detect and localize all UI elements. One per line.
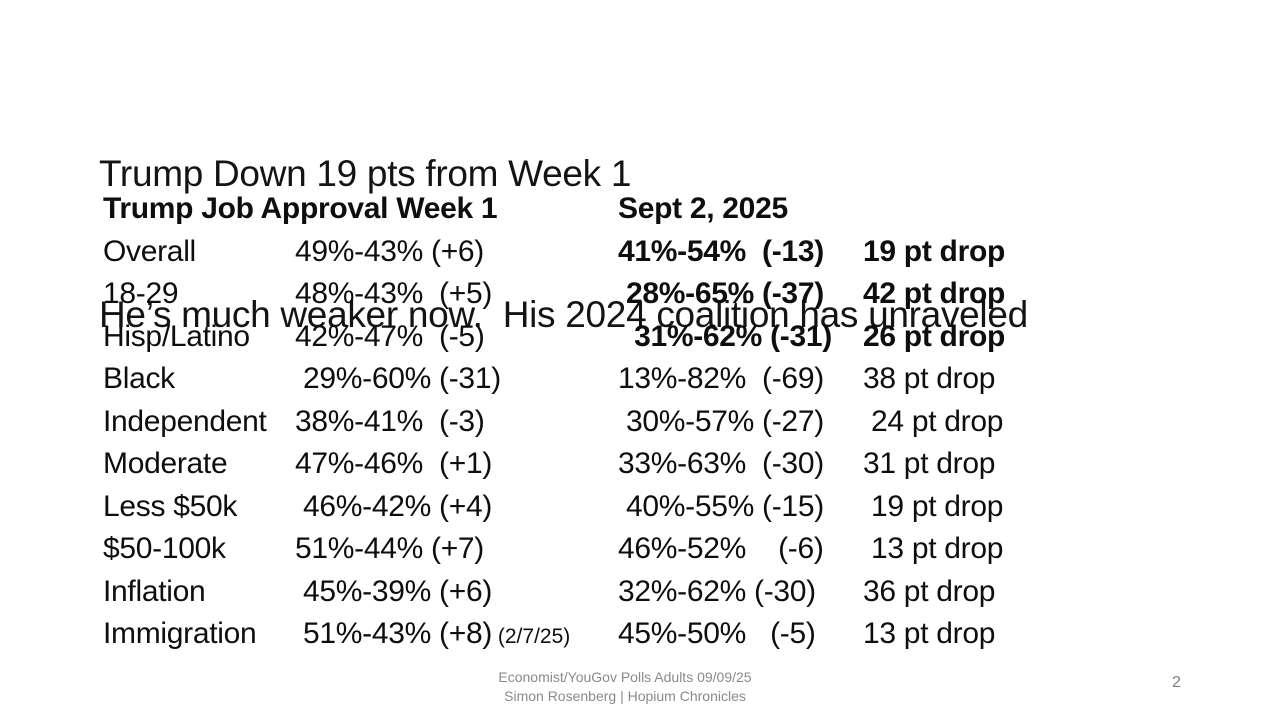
row-sept2: 46%-52% (-6)	[618, 532, 824, 565]
row-week1: 47%-46% (+1)	[295, 443, 618, 486]
row-week1-value: 38%-41% (-3)	[295, 404, 485, 438]
row-sept2: 28%-65% (-37)	[618, 277, 824, 310]
header-sept2: Sept 2, 2025	[618, 192, 788, 225]
footer-source: Economist/YouGov Polls Adults 09/09/25	[498, 669, 752, 685]
slide-title: Trump Down 19 pts from Week 1 He’s much …	[99, 56, 1028, 432]
row-week1: 42%-47% (-5)	[295, 316, 618, 359]
row-week1: 51%-43% (+8) (2/7/25)	[295, 613, 618, 659]
row-label: Hisp/Latino	[103, 319, 250, 353]
row-label: $50-100k	[103, 532, 226, 565]
row-week1-value: 51%-43% (+8)	[295, 617, 493, 650]
row-week1: 51%-44% (+7)	[295, 528, 618, 571]
header-week1: Trump Job Approval Week 1	[103, 192, 498, 225]
row-drop: 26 pt drop	[863, 319, 1006, 353]
row-drop: 19 pt drop	[863, 489, 1004, 523]
row-week1: 49%-43% (+6)	[295, 231, 618, 274]
row-sept2: 41%-54% (-13)	[618, 234, 824, 268]
table-row: Less $50k 46%-42% (+4) 40%-55% (-15) 19 …	[103, 486, 1005, 529]
table-header-row: Trump Job Approval Week 1 Sept 2, 2025	[103, 188, 1005, 231]
row-drop: 42 pt drop	[863, 277, 1006, 310]
row-week1: 45%-39% (+6)	[295, 571, 618, 614]
row-week1-value: 45%-39% (+6)	[295, 574, 493, 608]
row-sept2: 13%-82% (-69)	[618, 362, 824, 395]
row-sept2: 45%-50% (-5)	[618, 617, 816, 650]
row-sept2: 31%-62% (-31)	[618, 319, 832, 353]
row-sept2: 40%-55% (-15)	[618, 489, 824, 523]
row-sept2: 30%-57% (-27)	[618, 404, 824, 438]
row-week1: 29%-60% (-31)	[295, 358, 618, 401]
row-sept2: 32%-62% (-30)	[618, 574, 816, 608]
row-label: Black	[103, 362, 175, 395]
row-week1-value: 51%-44% (+7)	[295, 532, 484, 565]
row-label: Immigration	[103, 617, 257, 650]
table-row: Inflation 45%-39% (+6) 32%-62% (-30) 36 …	[103, 571, 1005, 614]
row-label: Overall	[103, 234, 196, 268]
table-row: Black 29%-60% (-31) 13%-82% (-69) 38 pt …	[103, 358, 1005, 401]
table-row: Independent 38%-41% (-3) 30%-57% (-27) 2…	[103, 401, 1005, 444]
row-label: Less $50k	[103, 489, 238, 523]
row-drop: 13 pt drop	[863, 532, 1004, 565]
row-label: 18-29	[103, 277, 179, 310]
row-drop: 19 pt drop	[863, 234, 1006, 268]
page-number: 2	[1172, 674, 1181, 691]
row-label: Moderate	[103, 447, 228, 480]
table-row: Moderate 47%-46% (+1) 33%-63% (-30) 31 p…	[103, 443, 1005, 486]
table-row: Hisp/Latino 42%-47% (-5) 31%-62% (-31) 2…	[103, 316, 1005, 359]
row-label: Inflation	[103, 574, 206, 608]
row-drop: 13 pt drop	[863, 617, 996, 650]
table-row: $50-100k 51%-44% (+7) 46%-52% (-6) 13 pt…	[103, 528, 1005, 571]
title-line-2: He’s much weaker now. His 2024 coalition…	[99, 294, 1028, 335]
row-drop: 24 pt drop	[863, 404, 1004, 438]
row-drop: 31 pt drop	[863, 447, 996, 480]
row-week1: 38%-41% (-3)	[295, 401, 618, 444]
table-row: Immigration 51%-43% (+8) (2/7/25) 45%-50…	[103, 613, 1005, 659]
row-sept2: 33%-63% (-30)	[618, 447, 824, 480]
row-week1: 48%-43% (+5)	[295, 273, 618, 316]
row-drop: 38 pt drop	[863, 362, 996, 395]
title-line-1: Trump Down 19 pts from Week 1	[99, 153, 632, 194]
row-week1-value: 29%-60% (-31)	[295, 362, 501, 395]
row-week1-note: (2/7/25)	[492, 625, 571, 648]
row-week1-value: 48%-43% (+5)	[295, 277, 493, 310]
table-row: Overall 49%-43% (+6) 41%-54% (-13) 19 pt…	[103, 231, 1005, 274]
footer-author: Simon Rosenberg | Hopium Chronicles	[504, 688, 746, 704]
table-row: 18-29 48%-43% (+5) 28%-65% (-37) 42 pt d…	[103, 273, 1005, 316]
row-label: Independent	[103, 404, 267, 438]
row-week1-value: 47%-46% (+1)	[295, 447, 493, 480]
row-week1-value: 49%-43% (+6)	[295, 234, 484, 268]
slide-footer: Economist/YouGov Polls Adults 09/09/25 S…	[345, 668, 905, 706]
approval-table: Trump Job Approval Week 1 Sept 2, 2025 O…	[103, 188, 1005, 659]
row-week1-value: 46%-42% (+4)	[295, 489, 493, 523]
row-week1: 46%-42% (+4)	[295, 486, 618, 529]
row-week1-value: 42%-47% (-5)	[295, 319, 485, 353]
row-drop: 36 pt drop	[863, 574, 996, 608]
